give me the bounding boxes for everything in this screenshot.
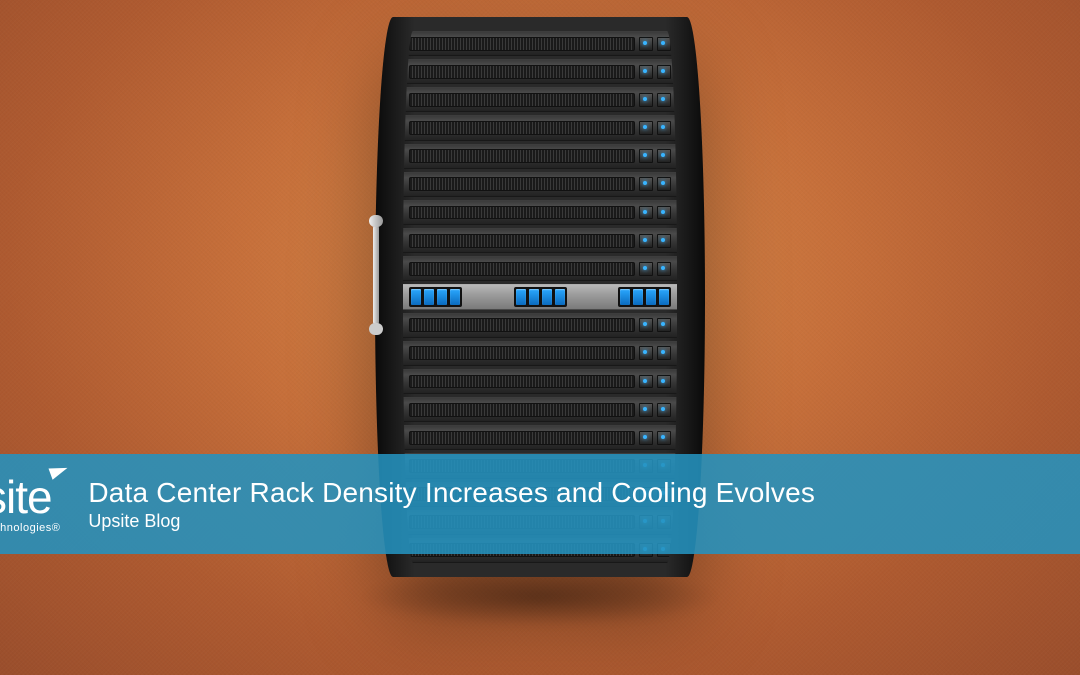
rack-unit: [403, 87, 677, 112]
status-led-bay: [657, 177, 671, 191]
status-led-bay: [639, 177, 653, 191]
drive-bay: [411, 289, 421, 305]
rack-unit: [403, 200, 677, 225]
rack-unit: [403, 369, 677, 394]
logo-tagline: technologies®: [0, 522, 60, 534]
status-led-bay: [657, 431, 671, 445]
rack-unit: [403, 115, 677, 140]
brand-logo: site technologies®: [0, 474, 60, 534]
front-grill: [409, 346, 635, 360]
drive-bay: [646, 289, 656, 305]
title-text-block: Data Center Rack Density Increases and C…: [88, 477, 815, 532]
status-led-bay: [657, 37, 671, 51]
status-led-bay: [639, 234, 653, 248]
drive-cluster: [514, 287, 567, 307]
rack-unit: [403, 59, 677, 84]
status-led-bay: [639, 93, 653, 107]
status-led-bay: [657, 262, 671, 276]
front-grill: [409, 65, 635, 79]
status-led-bay: [657, 65, 671, 79]
status-led-bay: [639, 121, 653, 135]
front-grill: [409, 206, 635, 220]
status-led-bay: [657, 121, 671, 135]
status-led-bay: [639, 403, 653, 417]
front-grill: [409, 93, 635, 107]
title-bar: site technologies® Data Center Rack Dens…: [0, 454, 1080, 554]
rack-unit: [403, 228, 677, 253]
drive-bay: [450, 289, 460, 305]
drive-bay: [437, 289, 447, 305]
rack-unit: [403, 144, 677, 169]
drive-bay: [633, 289, 643, 305]
status-led-bay: [657, 234, 671, 248]
status-led-bay: [657, 403, 671, 417]
drive-bay: [542, 289, 552, 305]
drive-bay: [516, 289, 526, 305]
rack-unit: [403, 397, 677, 422]
status-led-bay: [657, 206, 671, 220]
front-grill: [409, 121, 635, 135]
rack-handle: [369, 215, 383, 335]
headline: Data Center Rack Density Increases and C…: [88, 477, 815, 509]
status-led-bay: [639, 346, 653, 360]
rack-unit: [403, 31, 677, 56]
status-led-bay: [639, 375, 653, 389]
drive-bay: [424, 289, 434, 305]
front-grill: [409, 262, 635, 276]
status-led-bay: [639, 37, 653, 51]
status-led-bay: [639, 262, 653, 276]
front-grill: [409, 234, 635, 248]
status-led-bay: [639, 206, 653, 220]
status-led-bay: [657, 346, 671, 360]
status-led-bay: [639, 149, 653, 163]
front-grill: [409, 403, 635, 417]
drive-bay: [555, 289, 565, 305]
rack-unit: [403, 172, 677, 197]
status-led-bay: [657, 93, 671, 107]
rack-unit-special: [403, 284, 677, 309]
logo-arrow-icon: [48, 462, 69, 479]
status-led-bay: [639, 65, 653, 79]
status-led-bay: [639, 431, 653, 445]
drive-bay: [529, 289, 539, 305]
logo-wordmark: site: [0, 471, 52, 523]
rack-unit: [403, 313, 677, 338]
status-led-bay: [657, 375, 671, 389]
drive-bay: [659, 289, 669, 305]
status-led-bay: [639, 318, 653, 332]
status-led-bay: [657, 318, 671, 332]
front-grill: [409, 375, 635, 389]
drive-cluster: [409, 287, 462, 307]
front-grill: [409, 149, 635, 163]
front-grill: [409, 318, 635, 332]
drive-bay: [620, 289, 630, 305]
rack-unit: [403, 256, 677, 281]
subhead: Upsite Blog: [88, 511, 815, 532]
front-grill: [409, 431, 635, 445]
front-grill: [409, 37, 635, 51]
rack-unit: [403, 341, 677, 366]
front-grill: [409, 177, 635, 191]
rack-unit: [403, 425, 677, 450]
drive-cluster: [618, 287, 671, 307]
status-led-bay: [657, 149, 671, 163]
